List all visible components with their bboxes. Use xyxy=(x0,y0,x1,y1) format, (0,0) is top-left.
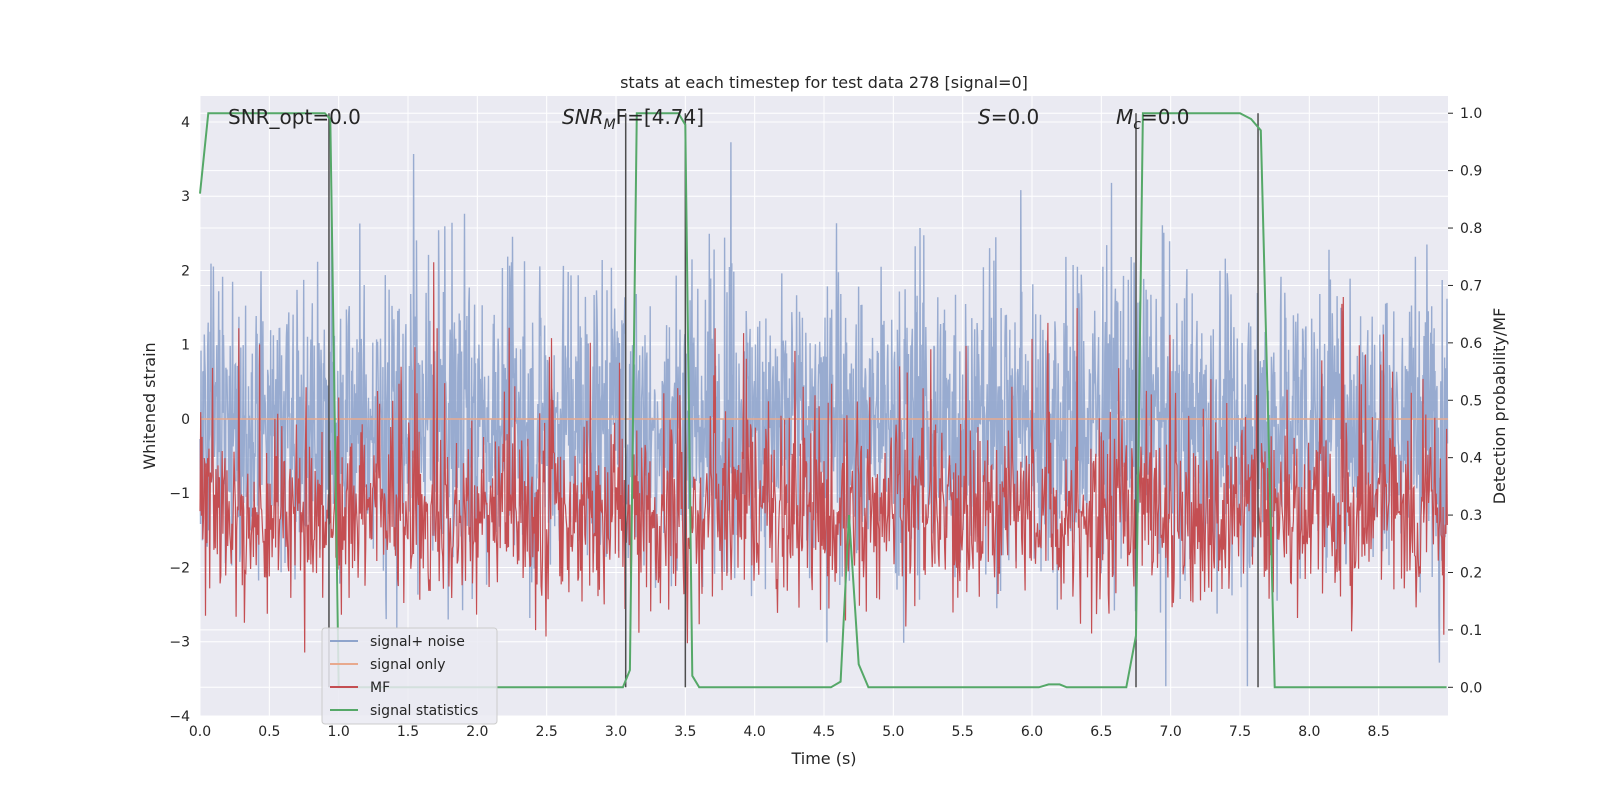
annotation-snr-opt: SNR_opt=0.0 xyxy=(228,105,361,129)
x-tick-label: 0.5 xyxy=(258,724,280,740)
y2-tick-label: 0.6 xyxy=(1460,336,1482,352)
x-tick-label: 7.0 xyxy=(1160,724,1182,740)
x-tick-label: 6.0 xyxy=(1021,724,1043,740)
x-tick-label: 1.0 xyxy=(328,724,350,740)
legend-label-mf: MF xyxy=(370,680,390,696)
series-mf xyxy=(199,262,1448,653)
x-tick-label: 6.5 xyxy=(1090,724,1112,740)
series-line-signal-noise xyxy=(199,142,1449,687)
y-tick-label: 1 xyxy=(181,338,190,354)
y-tick-label: 2 xyxy=(181,263,190,279)
y-tick-label: −4 xyxy=(169,709,190,725)
annotation-mc: Mc=0.0 xyxy=(1116,105,1190,133)
series-line-signal-statistics xyxy=(199,112,1447,689)
y-tick-label: 4 xyxy=(181,115,190,131)
chart-title: stats at each timestep for test data 278… xyxy=(620,73,1028,92)
ticks: 0.0 0.5 1.0 1.5 2.0 2.5 3.0 3.5 4.0 4.5 5.0 5.5 6.0 6… xyxy=(169,106,1482,740)
x-tick-label: 4.5 xyxy=(813,724,835,740)
legend: signal+ noise signal only MF signal stat… xyxy=(321,627,498,725)
y2-tick-label: 0.3 xyxy=(1460,508,1482,524)
y2-tick-label: 0.7 xyxy=(1460,278,1482,294)
y-tick-label: −1 xyxy=(169,486,190,502)
y2-tick-label: 0.1 xyxy=(1460,623,1482,639)
legend-label-signal-only: signal only xyxy=(370,657,445,673)
y-tick-label: 0 xyxy=(181,412,190,428)
annotation-mc-var: M xyxy=(1116,105,1133,129)
x-tick-label: 2.5 xyxy=(536,724,558,740)
x-tick-label: 5.5 xyxy=(952,724,974,740)
x-tick-label: 3.0 xyxy=(605,724,627,740)
y-axis-label: Whitened strain xyxy=(140,342,159,469)
x-tick-label: 3.5 xyxy=(674,724,696,740)
annotation-s-var: S xyxy=(978,105,991,129)
y2-axis-label: Detection probability/MF xyxy=(1490,308,1509,505)
annotation-mc-rest: =0.0 xyxy=(1141,105,1190,129)
x-tick-label: 8.0 xyxy=(1298,724,1320,740)
annotation-s-rest: =0.0 xyxy=(991,105,1040,129)
y-tick-label: 3 xyxy=(181,189,190,205)
series-signal-noise xyxy=(199,142,1449,687)
x-tick-label: 0.0 xyxy=(189,724,211,740)
x-tick-label: 5.0 xyxy=(882,724,904,740)
x-tick-label: 7.5 xyxy=(1229,724,1251,740)
legend-label-signal-noise: signal+ noise xyxy=(370,634,465,650)
annotation-snr-mf: SNRMF=[4.74] xyxy=(562,105,704,133)
x-tick-label: 1.5 xyxy=(397,724,419,740)
y2-tick-label: 0.2 xyxy=(1460,565,1482,581)
x-tick-label: 2.0 xyxy=(466,724,488,740)
x-tick-label: 8.5 xyxy=(1368,724,1390,740)
legend-label-signal-statistics: signal statistics xyxy=(370,703,478,719)
annotation-snr-mf-var: SNR xyxy=(562,105,604,129)
y2-tick-label: 0.8 xyxy=(1460,221,1482,237)
annotation-snr-mf-sub: M xyxy=(604,117,616,133)
y-tick-label: −2 xyxy=(169,560,190,576)
y2-tick-label: 1.0 xyxy=(1460,106,1482,122)
annotation-mc-sub: c xyxy=(1133,117,1141,133)
annotation-s: S=0.0 xyxy=(978,105,1039,129)
x-tick-label: 4.0 xyxy=(744,724,766,740)
legend-box xyxy=(321,627,498,725)
y-tick-label: −3 xyxy=(169,635,190,651)
series-signal-statistics xyxy=(199,112,1447,689)
y2-tick-label: 0.0 xyxy=(1460,680,1482,696)
y2-tick-label: 0.4 xyxy=(1460,451,1482,467)
x-axis-label: Time (s) xyxy=(790,749,856,768)
y2-tick-label: 0.9 xyxy=(1460,164,1482,180)
y2-tick-label: 0.5 xyxy=(1460,393,1482,409)
series-line-mf xyxy=(199,262,1448,653)
annotation-snr-mf-rest: F=[4.74] xyxy=(616,105,704,129)
